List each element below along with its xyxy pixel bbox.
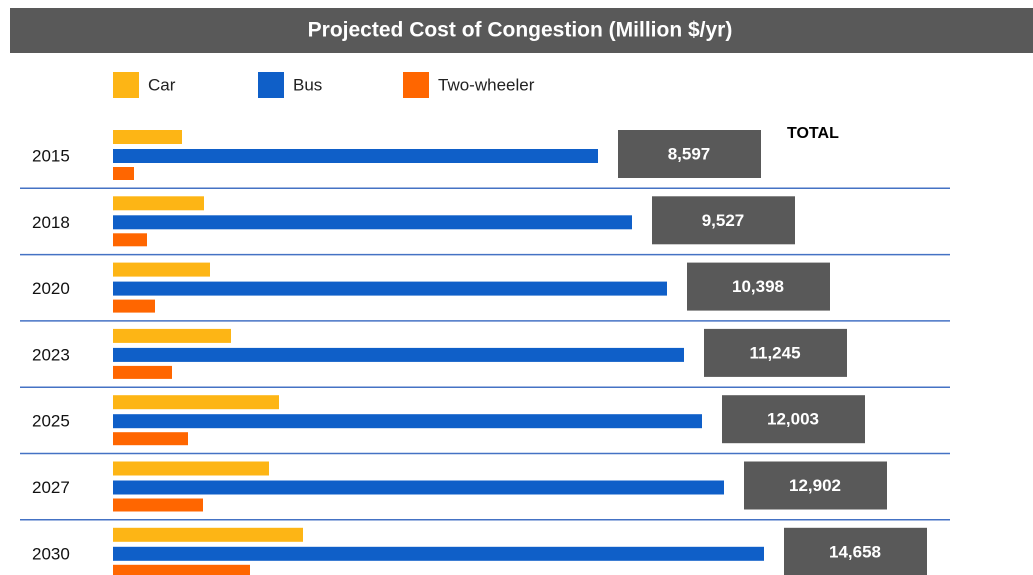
bar <box>113 414 702 429</box>
total-label: 12,902 <box>789 476 841 495</box>
bar <box>113 233 147 247</box>
bar <box>113 564 250 575</box>
legend-label: Bus <box>293 75 322 94</box>
total-label: 11,245 <box>749 343 800 362</box>
total-box <box>722 395 865 444</box>
bar <box>113 215 632 230</box>
y-tick-label: 2025 <box>32 412 70 431</box>
y-tick-label: 2020 <box>32 279 70 298</box>
total-box <box>618 130 761 178</box>
bar <box>113 167 134 180</box>
legend-label: Two-wheeler <box>438 75 535 94</box>
bar <box>113 262 210 277</box>
y-tick-label: 2018 <box>32 213 70 232</box>
y-tick-label: 2030 <box>32 544 70 563</box>
bar <box>113 130 182 144</box>
bar <box>113 395 279 410</box>
bar <box>113 299 155 313</box>
bar <box>113 546 764 561</box>
total-label: 14,658 <box>829 542 881 561</box>
title-bar <box>10 8 1033 53</box>
bar <box>113 527 303 542</box>
bar <box>113 365 172 379</box>
bar <box>113 281 667 296</box>
y-tick-label: 2015 <box>32 146 70 165</box>
total-box <box>704 328 847 377</box>
chart-title: Projected Cost of Congestion (Million $/… <box>308 19 733 42</box>
bar <box>113 461 269 476</box>
legend-swatch <box>258 72 284 98</box>
y-tick-label: 2027 <box>32 478 70 497</box>
total-label: 9,527 <box>702 211 745 230</box>
totals-header: TOTAL <box>787 125 839 142</box>
total-box <box>744 461 887 510</box>
total-label: 8,597 <box>668 144 711 163</box>
bar <box>113 149 598 163</box>
legend-swatch <box>403 72 429 98</box>
bar <box>113 432 188 446</box>
bar <box>113 328 231 343</box>
bar <box>113 347 684 362</box>
bar <box>113 480 724 495</box>
total-label: 12,003 <box>767 410 819 429</box>
bar <box>113 196 204 211</box>
bar <box>113 498 203 512</box>
total-box <box>784 527 927 575</box>
legend-swatch <box>113 72 139 98</box>
total-box <box>652 196 795 245</box>
total-label: 10,398 <box>732 277 784 296</box>
y-tick-label: 2023 <box>32 345 70 364</box>
legend-label: Car <box>148 75 176 94</box>
total-box <box>687 262 830 311</box>
